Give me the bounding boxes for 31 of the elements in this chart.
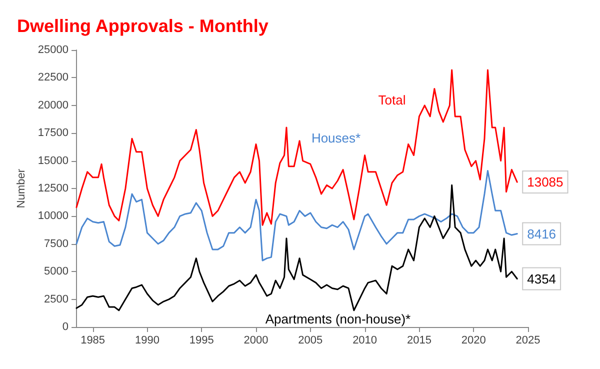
y-tick-label: 7500 [44,238,68,250]
y-tick-label: 25000 [38,44,68,56]
y-tick-label: 15000 [38,154,68,167]
x-tick-label: 1990 [134,334,160,346]
y-tick-label: 0 [62,321,68,333]
y-tick-label: 2500 [44,293,68,306]
data-label: 4354 [527,271,556,286]
y-tick-label: 17500 [38,127,68,140]
x-tick-label: 2025 [516,334,540,346]
y-tick-label: 10000 [38,210,68,222]
line-series [76,69,518,226]
y-axis-title: Number [16,168,28,208]
x-tick-label: 2010 [352,334,378,346]
x-tick-label: 1985 [80,334,106,346]
line-series [76,184,518,312]
line-series [76,170,518,262]
x-tick-label: 2020 [461,334,486,346]
chart-title: Dwelling Approvals - Monthly [17,16,268,36]
y-tick-label: 22500 [38,72,68,84]
data-label: 8416 [527,226,556,242]
data-label: 13085 [527,174,564,190]
x-tick-label: 2015 [406,334,432,346]
y-tick-label: 20000 [38,99,68,112]
x-tick-label: 2005 [298,334,323,346]
annotation: Apartments (non-house)* [265,312,411,326]
x-tick-label: 2000 [244,334,268,346]
x-tick-label: 1995 [189,334,214,346]
annotation: Houses* [311,130,361,146]
y-tick-label: 12500 [38,182,68,194]
annotation: Total [378,92,406,108]
y-tick-label: 5000 [44,266,68,278]
